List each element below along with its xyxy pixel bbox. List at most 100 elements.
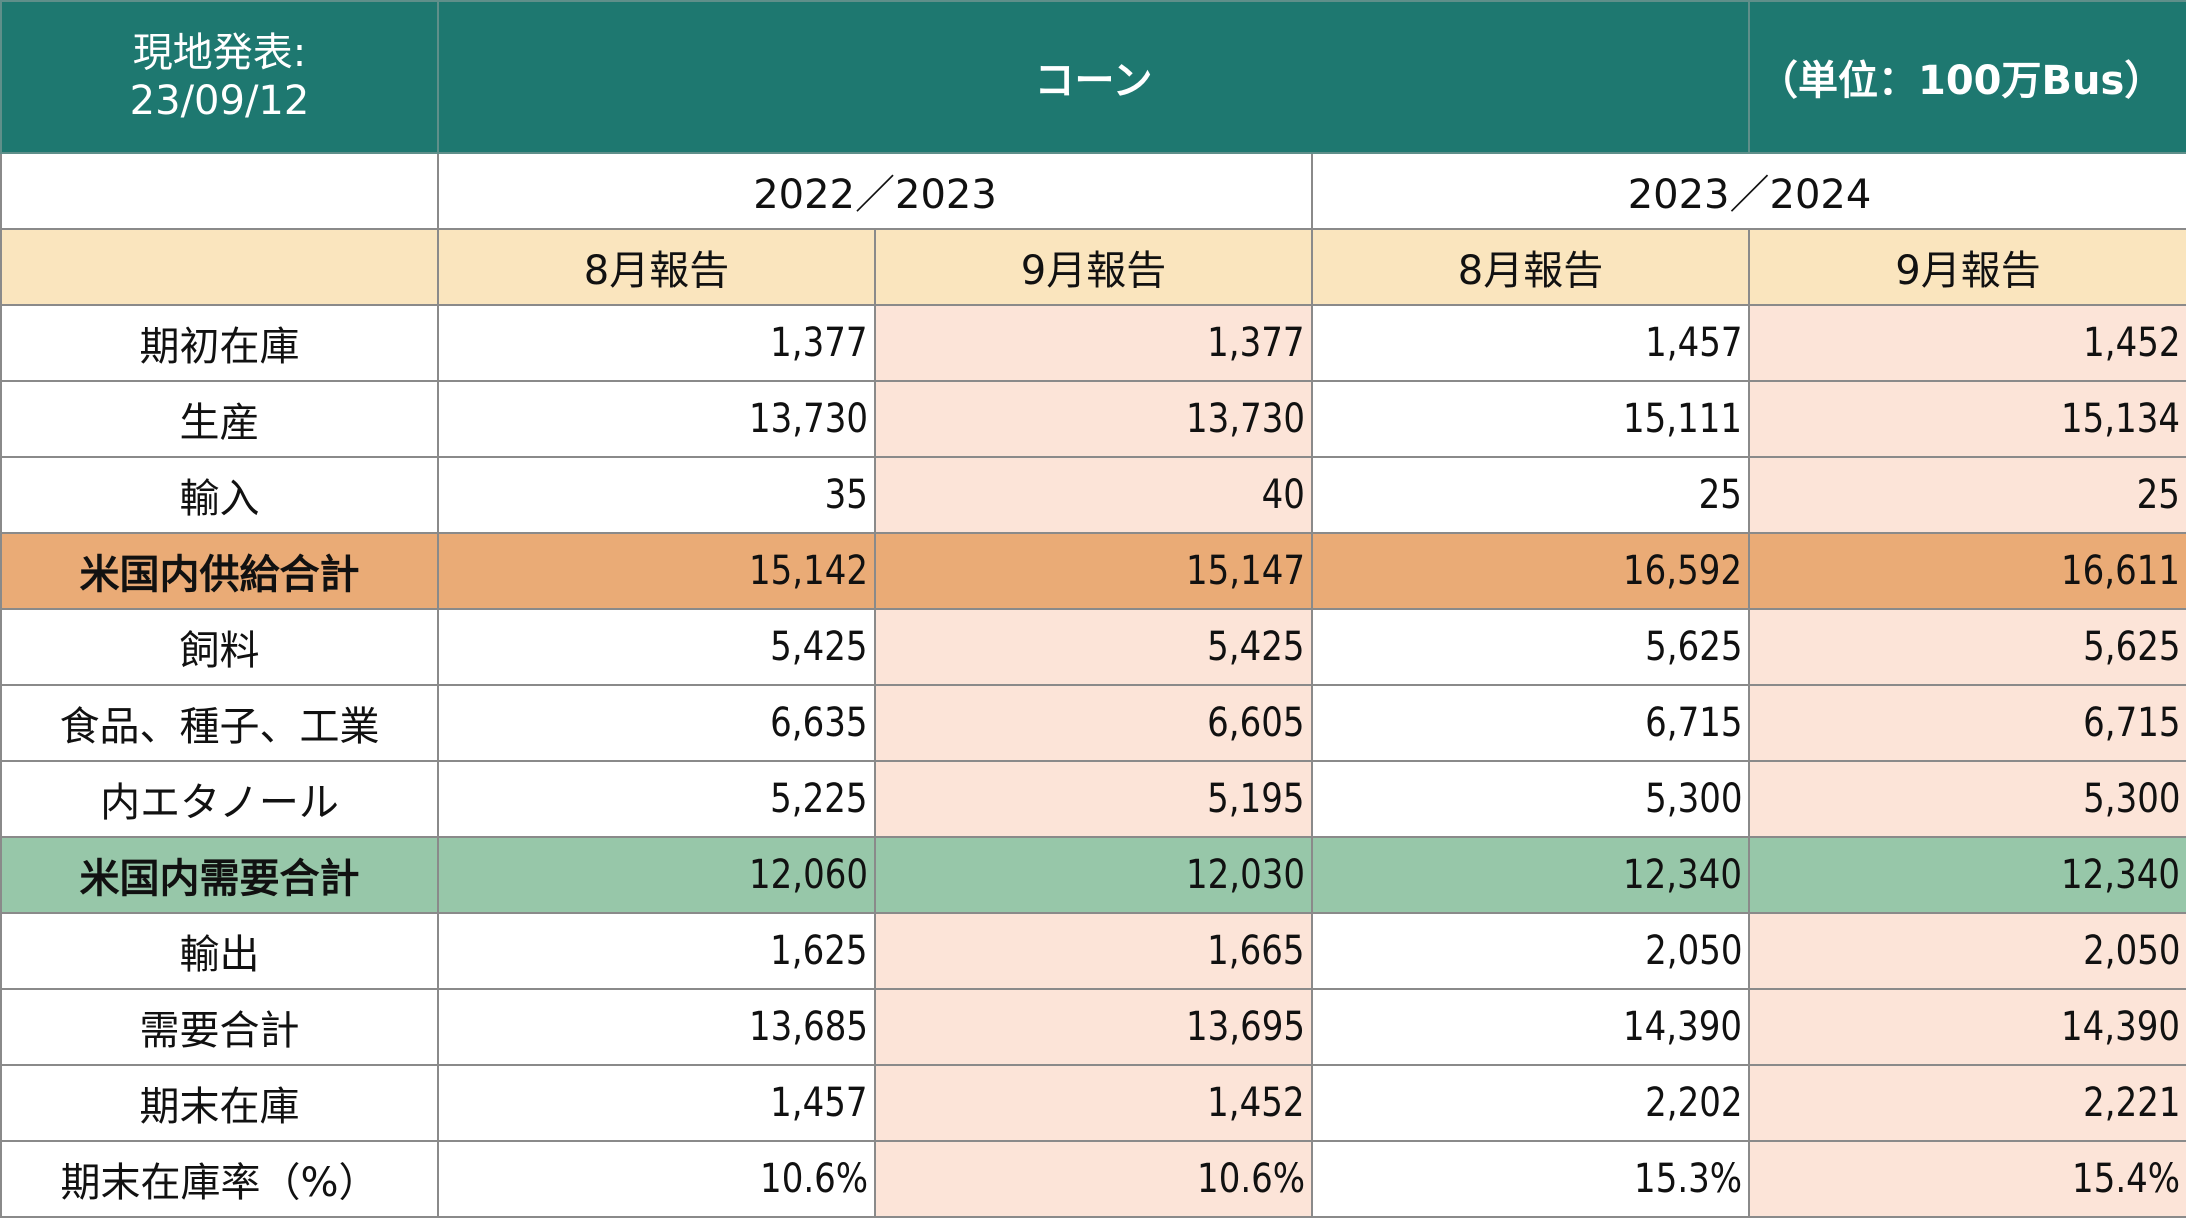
value-cell: 2,050 (1310, 912, 1751, 990)
value-text: 15.4% (2071, 1156, 2181, 1202)
value-text: 1,377 (1207, 320, 1305, 366)
value-text: 1,625 (770, 928, 868, 974)
value-text: 12,340 (2061, 852, 2181, 898)
row-label: 需要合計 (0, 988, 439, 1066)
value-cell: 6,635 (437, 684, 876, 762)
year-2023-2024: 2023／2024 (1310, 152, 2186, 230)
value-cell: 14,390 (1310, 988, 1751, 1066)
value-cell: 15,111 (1310, 380, 1751, 458)
value-cell: 1,665 (874, 912, 1313, 990)
value-text: 2,050 (2082, 928, 2181, 974)
value-cell: 13,685 (437, 988, 876, 1066)
release-label: 現地発表: (132, 30, 307, 76)
value-cell: 5,225 (437, 760, 876, 838)
table-row-ending-stocks: 期末在庫 1,457 1,452 2,202 2,221 (0, 1064, 2186, 1142)
row-label: 期末在庫率（%） (0, 1140, 439, 1218)
value-text: 2,050 (1644, 928, 1743, 974)
value-text: 16,611 (2061, 548, 2181, 594)
value-text: 12,340 (1623, 852, 1743, 898)
value-cell: 2,202 (1310, 1064, 1751, 1142)
value-cell: 1,377 (437, 304, 876, 382)
value-cell: 15.4% (1748, 1140, 2186, 1218)
table-row-exports: 輸出 1,625 1,665 2,050 2,050 (0, 912, 2186, 990)
value-cell: 12,060 (437, 836, 876, 914)
value-cell: 2,221 (1748, 1064, 2186, 1142)
row-label: 飼料 (0, 608, 439, 686)
table-row-stocks-to-use: 期末在庫率（%） 10.6% 10.6% 15.3% 15.4% (0, 1140, 2186, 1218)
value-text: 1,452 (2082, 320, 2181, 366)
year-row-blank (0, 152, 439, 230)
value-text: 2,221 (2082, 1080, 2181, 1126)
value-cell: 15,134 (1748, 380, 2186, 458)
value-cell: 16,592 (1310, 532, 1751, 610)
value-text: 14,390 (1623, 1004, 1743, 1050)
value-cell: 16,611 (1748, 532, 2186, 610)
row-label: 米国内供給合計 (0, 532, 439, 610)
table-row-beginning-stocks: 期初在庫 1,377 1,377 1,457 1,452 (0, 304, 2186, 382)
value-cell: 10.6% (874, 1140, 1313, 1218)
value-text: 16,592 (1623, 548, 1743, 594)
value-cell: 5,425 (437, 608, 876, 686)
value-cell: 12,340 (1310, 836, 1751, 914)
value-cell: 12,030 (874, 836, 1313, 914)
value-text: 13,685 (749, 1004, 868, 1050)
value-cell: 12,340 (1748, 836, 2186, 914)
value-text: 15,111 (1623, 396, 1743, 442)
report-header-sep-2324: 9月報告 (1748, 228, 2186, 306)
header-row: 現地発表: 23/09/12 コーン （単位：100万Bus） (0, 0, 2186, 154)
value-text: 2,202 (1644, 1080, 1743, 1126)
value-text: 6,605 (1207, 700, 1305, 746)
row-label: 生産 (0, 380, 439, 458)
marketing-year-row: 2022／2023 2023／2024 (0, 152, 2186, 230)
value-cell: 15,142 (437, 532, 876, 610)
value-cell: 2,050 (1748, 912, 2186, 990)
row-label: 米国内需要合計 (0, 836, 439, 914)
table-row-total-demand: 需要合計 13,685 13,695 14,390 14,390 (0, 988, 2186, 1066)
row-label: 内エタノール (0, 760, 439, 838)
value-text: 25 (2136, 472, 2181, 518)
year-2022-2023: 2022／2023 (437, 152, 1313, 230)
value-text: 13,730 (1186, 396, 1305, 442)
value-text: 5,425 (1207, 624, 1305, 670)
value-cell: 1,377 (874, 304, 1313, 382)
value-text: 1,377 (770, 320, 868, 366)
value-cell: 40 (874, 456, 1313, 534)
value-text: 10.6% (1196, 1156, 1305, 1202)
table-row-ethanol: 内エタノール 5,225 5,195 5,300 5,300 (0, 760, 2186, 838)
table-row-imports: 輸入 35 40 25 25 (0, 456, 2186, 534)
value-cell: 5,425 (874, 608, 1313, 686)
value-cell: 14,390 (1748, 988, 2186, 1066)
value-text: 25 (1698, 472, 1743, 518)
value-cell: 1,625 (437, 912, 876, 990)
value-cell: 13,730 (437, 380, 876, 458)
value-cell: 6,715 (1748, 684, 2186, 762)
value-cell: 25 (1748, 456, 2186, 534)
value-cell: 1,457 (1310, 304, 1751, 382)
value-cell: 5,195 (874, 760, 1313, 838)
value-cell: 13,730 (874, 380, 1313, 458)
release-date-cell: 現地発表: 23/09/12 (0, 0, 439, 154)
value-text: 5,625 (1644, 624, 1743, 670)
value-text: 6,635 (770, 700, 868, 746)
value-cell: 5,625 (1748, 608, 2186, 686)
report-row-blank (0, 228, 439, 306)
value-cell: 5,300 (1310, 760, 1751, 838)
value-text: 12,060 (749, 852, 868, 898)
value-text: 5,195 (1207, 776, 1305, 822)
value-cell: 1,452 (1748, 304, 2186, 382)
table-row-domestic-demand-total: 米国内需要合計 12,060 12,030 12,340 12,340 (0, 836, 2186, 914)
release-date: 23/09/12 (129, 78, 310, 124)
value-text: 5,425 (770, 624, 868, 670)
value-text: 1,452 (1207, 1080, 1305, 1126)
row-label: 期初在庫 (0, 304, 439, 382)
value-cell: 10.6% (437, 1140, 876, 1218)
value-text: 15,142 (749, 548, 868, 594)
table-row-fsi: 食品、種子、工業 6,635 6,605 6,715 6,715 (0, 684, 2186, 762)
value-text: 13,730 (749, 396, 868, 442)
commodity-title: コーン (436, 0, 1751, 154)
row-label: 輸入 (0, 456, 439, 534)
value-text: 5,300 (2082, 776, 2181, 822)
row-label: 食品、種子、工業 (0, 684, 439, 762)
report-header-aug-2324: 8月報告 (1310, 228, 1751, 306)
